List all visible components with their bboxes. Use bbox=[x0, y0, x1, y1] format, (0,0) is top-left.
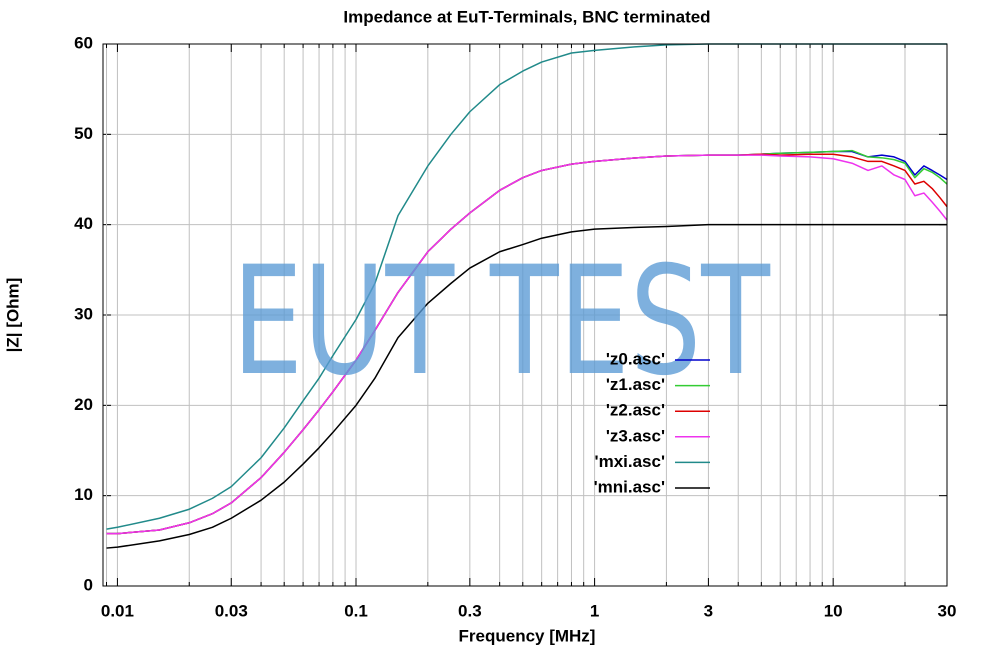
x-tick-label: 3 bbox=[704, 601, 713, 620]
x-tick-label: 0.1 bbox=[344, 601, 368, 620]
x-axis-label: Frequency [MHz] bbox=[459, 626, 596, 645]
watermark-layer: EUT TEST bbox=[232, 235, 771, 409]
y-axis-label: |Z| [Ohm] bbox=[3, 278, 22, 353]
series-line bbox=[106, 223, 947, 549]
legend-label: 'z2.asc' bbox=[606, 401, 665, 420]
x-tick-label: 0.03 bbox=[215, 601, 248, 620]
x-tick-label: 0.3 bbox=[458, 601, 482, 620]
x-tick-label: 0.01 bbox=[101, 601, 134, 620]
legend-label: 'z3.asc' bbox=[606, 426, 665, 445]
y-tick-label: 50 bbox=[74, 124, 93, 143]
x-tick-label: 30 bbox=[938, 601, 957, 620]
legend-label: 'mni.asc' bbox=[594, 477, 665, 496]
plot-frame bbox=[102, 43, 948, 587]
y-tick-label: 40 bbox=[74, 214, 93, 233]
legend-label: 'z0.asc' bbox=[606, 349, 665, 368]
watermark: EUT TEST bbox=[232, 235, 771, 409]
legend-label: 'z1.asc' bbox=[606, 375, 665, 394]
y-tick-label: 20 bbox=[74, 395, 93, 414]
series-line bbox=[106, 154, 948, 535]
legend-label: 'mxi.asc' bbox=[595, 452, 665, 471]
y-tick-label: 0 bbox=[84, 575, 93, 594]
legend: 'z0.asc' 'z1.asc' 'z2.asc' 'z3.asc' 'mxi.asc… bbox=[594, 349, 710, 496]
chart-title: Impedance at EuT-Terminals, BNC terminat… bbox=[343, 7, 710, 26]
y-tick-label: 10 bbox=[74, 485, 93, 504]
y-tick-label: 30 bbox=[74, 304, 93, 323]
x-tick-label: 1 bbox=[590, 601, 599, 620]
y-tick-label: 60 bbox=[74, 33, 93, 52]
x-tick-label: 10 bbox=[824, 601, 843, 620]
